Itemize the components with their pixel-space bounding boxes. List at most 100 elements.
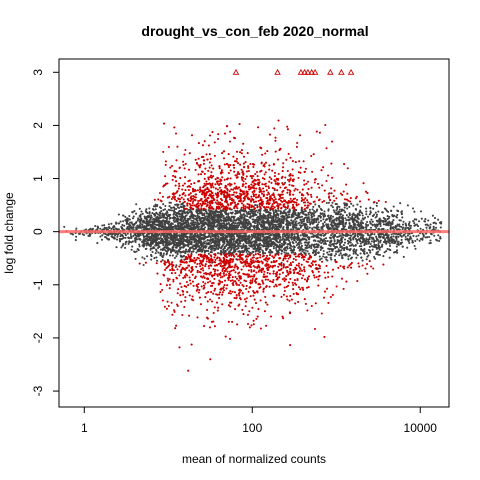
data-point bbox=[171, 254, 174, 257]
data-point bbox=[169, 254, 172, 257]
data-point bbox=[337, 248, 340, 251]
data-point bbox=[295, 244, 298, 247]
data-point bbox=[228, 216, 231, 220]
data-point bbox=[258, 251, 261, 254]
data-point bbox=[279, 222, 282, 226]
data-point bbox=[360, 256, 363, 259]
data-point bbox=[340, 215, 343, 219]
data-point bbox=[316, 251, 320, 254]
data-point bbox=[316, 246, 319, 249]
data-point bbox=[324, 237, 328, 240]
data-point bbox=[159, 254, 162, 257]
data-point bbox=[172, 249, 175, 252]
data-point bbox=[244, 224, 247, 227]
data-point bbox=[132, 226, 135, 229]
data-point bbox=[327, 201, 330, 204]
data-point bbox=[338, 249, 342, 252]
data-point bbox=[216, 252, 220, 255]
data-point bbox=[195, 238, 198, 241]
data-point bbox=[253, 247, 257, 250]
data-point bbox=[284, 212, 287, 215]
data-point bbox=[248, 228, 251, 231]
data-point bbox=[302, 220, 305, 223]
data-point bbox=[373, 233, 376, 236]
data-point bbox=[255, 213, 258, 216]
data-point bbox=[159, 228, 163, 231]
data-point bbox=[230, 208, 233, 211]
data-point bbox=[368, 245, 371, 248]
data-point bbox=[157, 218, 160, 221]
data-point bbox=[343, 225, 347, 228]
data-point bbox=[336, 228, 339, 231]
data-point bbox=[377, 244, 380, 247]
data-point bbox=[379, 223, 382, 226]
data-point bbox=[354, 207, 357, 211]
data-point bbox=[384, 208, 387, 211]
data-point bbox=[348, 212, 351, 215]
data-point bbox=[298, 221, 301, 224]
data-point bbox=[218, 238, 221, 241]
data-point bbox=[308, 241, 311, 244]
data-point bbox=[163, 222, 167, 225]
data-point bbox=[409, 224, 413, 227]
data-point bbox=[332, 228, 335, 231]
data-point bbox=[323, 234, 326, 237]
data-point bbox=[272, 245, 275, 248]
data-point bbox=[223, 245, 226, 248]
data-point bbox=[165, 217, 168, 220]
data-point bbox=[180, 251, 183, 254]
data-point bbox=[143, 235, 146, 239]
data-point bbox=[399, 202, 402, 205]
data-point bbox=[172, 219, 175, 222]
data-point bbox=[433, 234, 436, 237]
data-point bbox=[332, 244, 335, 247]
data-point bbox=[288, 222, 291, 225]
data-point bbox=[148, 212, 151, 215]
data-point bbox=[250, 245, 253, 248]
data-point bbox=[163, 213, 166, 216]
data-point bbox=[81, 233, 84, 236]
data-point bbox=[153, 257, 156, 260]
data-point bbox=[128, 226, 131, 230]
data-point bbox=[162, 203, 165, 206]
data-point bbox=[262, 245, 265, 248]
data-point bbox=[299, 216, 302, 219]
data-point bbox=[407, 223, 410, 226]
data-point bbox=[274, 234, 277, 237]
data-point bbox=[367, 240, 370, 243]
data-point bbox=[224, 218, 227, 221]
data-point bbox=[238, 223, 241, 227]
data-point bbox=[165, 210, 169, 213]
data-point bbox=[293, 239, 296, 242]
data-point bbox=[281, 235, 284, 238]
data-point bbox=[285, 238, 288, 241]
data-point bbox=[194, 235, 197, 238]
data-point bbox=[338, 222, 341, 225]
data-point bbox=[229, 220, 232, 223]
data-point bbox=[338, 239, 341, 242]
data-point bbox=[369, 226, 373, 229]
data-point bbox=[365, 258, 368, 261]
data-point bbox=[285, 252, 288, 255]
data-point bbox=[294, 213, 297, 216]
data-point bbox=[205, 242, 209, 245]
data-point bbox=[301, 224, 304, 227]
data-point bbox=[181, 222, 185, 225]
data-point bbox=[266, 237, 269, 240]
data-point bbox=[173, 256, 176, 260]
data-point bbox=[130, 236, 133, 239]
data-point bbox=[124, 236, 127, 239]
data-point bbox=[275, 210, 278, 213]
data-point bbox=[145, 223, 149, 226]
data-point bbox=[126, 217, 129, 220]
data-point bbox=[168, 234, 172, 237]
data-point bbox=[439, 237, 442, 240]
data-point bbox=[152, 217, 155, 220]
data-point bbox=[429, 239, 432, 242]
data-point bbox=[370, 218, 373, 221]
data-point bbox=[211, 241, 214, 244]
data-point bbox=[415, 223, 418, 226]
data-point bbox=[350, 202, 353, 205]
data-point bbox=[354, 216, 357, 219]
data-point bbox=[257, 236, 260, 239]
